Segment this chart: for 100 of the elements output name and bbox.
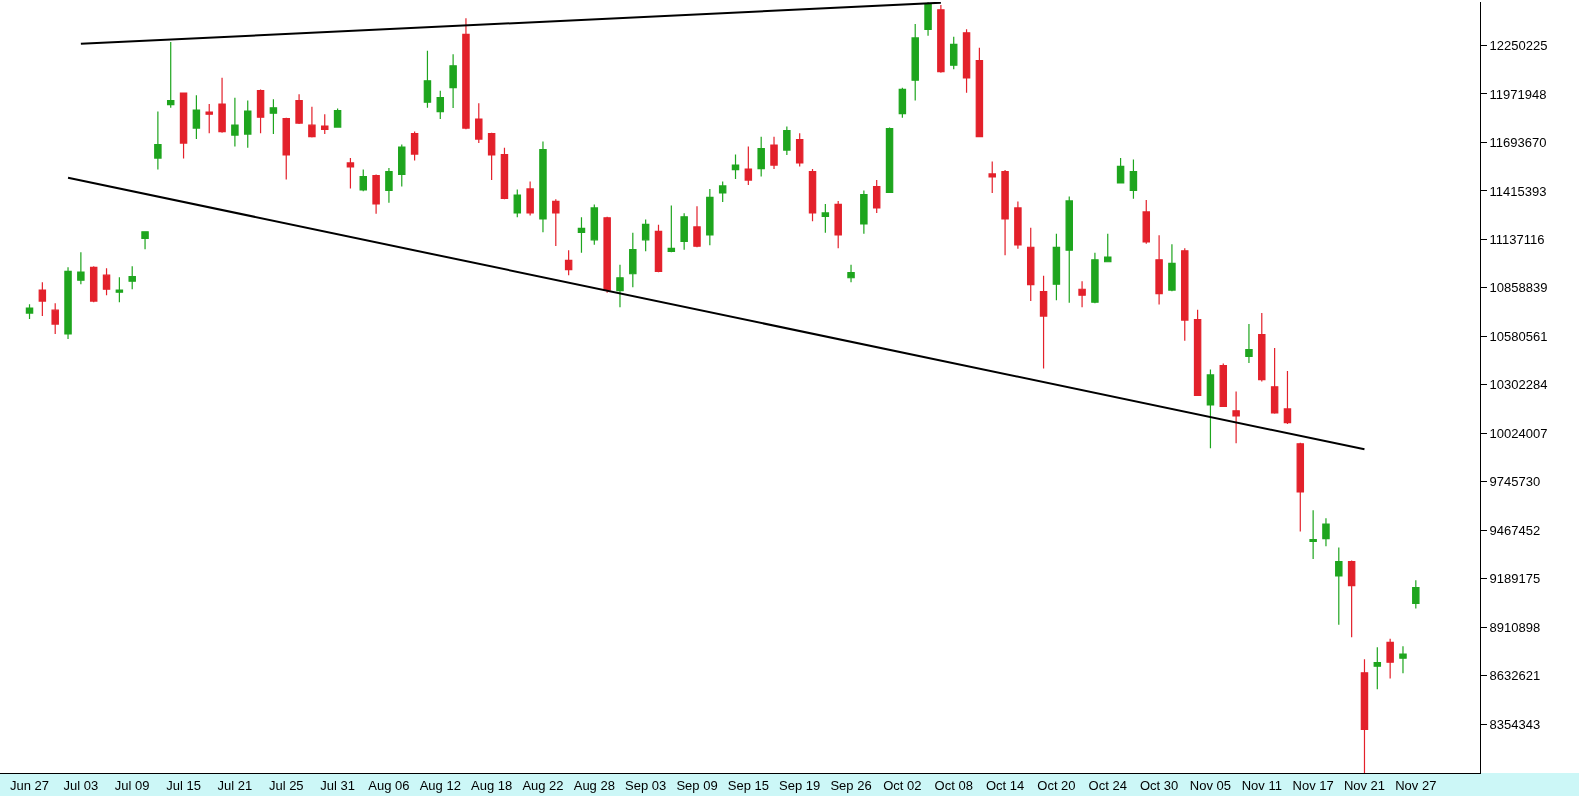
candlestick — [295, 93, 303, 125]
candlestick — [513, 188, 522, 218]
candlestick — [77, 251, 85, 285]
candlestick — [718, 180, 727, 203]
x-tick-label: Aug 22 — [522, 777, 564, 793]
x-tick-label: Nov 27 — [1395, 777, 1437, 793]
y-tick-label: 11415393 — [1489, 183, 1547, 199]
candlestick — [410, 131, 419, 162]
candlestick — [1360, 658, 1369, 773]
candlestick — [487, 132, 496, 181]
candlestick — [1283, 370, 1292, 425]
y-tick-label: 10580561 — [1489, 328, 1548, 344]
x-tick-label: Sep 03 — [625, 777, 667, 793]
candlestick — [1347, 559, 1356, 638]
x-tick-label: Jul 25 — [268, 777, 304, 793]
candlestick — [693, 205, 701, 248]
candlestick — [539, 140, 547, 233]
y-tick-label: 8354343 — [1489, 716, 1541, 732]
candlestick — [1412, 579, 1420, 609]
candlestick — [1052, 233, 1061, 301]
candlestick — [192, 94, 201, 140]
candlestick — [590, 203, 599, 246]
candlestick — [372, 173, 380, 215]
x-tick-label: Aug 18 — [471, 777, 513, 793]
x-tick-label: Nov 21 — [1343, 777, 1386, 793]
candlestick — [231, 97, 239, 148]
x-tick-label: Jul 21 — [217, 777, 253, 793]
candlestick — [449, 53, 457, 109]
candlestick — [706, 188, 714, 246]
candlestick — [937, 4, 945, 74]
x-tick-label: Sep 15 — [727, 777, 769, 793]
x-tick-label: Aug 06 — [368, 777, 410, 793]
candlestick — [641, 218, 650, 252]
candlestick — [51, 302, 59, 335]
candlestick — [102, 267, 111, 296]
candlestick — [1155, 234, 1163, 306]
candlestick — [795, 132, 804, 168]
x-tick-label: Nov 05 — [1189, 777, 1232, 793]
candlestick — [1206, 368, 1215, 449]
candlestick — [1322, 517, 1330, 547]
candlestick — [872, 179, 881, 214]
candlestick — [475, 102, 483, 144]
candlestick — [1026, 227, 1035, 302]
candlestick — [308, 106, 316, 139]
candlestick — [1335, 546, 1343, 626]
x-tick-label: Jun 27 — [10, 777, 50, 793]
x-tick-label: Jul 15 — [166, 777, 201, 793]
candlestick — [1104, 233, 1112, 263]
y-tick-label: 8632621 — [1489, 668, 1541, 684]
x-tick-label: Oct 24 — [1088, 777, 1127, 793]
candlestick — [1091, 252, 1099, 304]
candlestick — [860, 189, 868, 235]
candlestick — [526, 180, 534, 216]
candlestick — [962, 28, 971, 94]
candlestick — [975, 47, 984, 138]
candlestick — [667, 204, 676, 252]
candlestick — [783, 125, 791, 156]
candlestick — [1296, 442, 1305, 533]
y-tick-label: 10302284 — [1489, 377, 1548, 393]
candlestick — [552, 198, 560, 247]
y-tick-label: 10024007 — [1489, 425, 1548, 441]
candlestick — [911, 23, 919, 102]
candlestick — [179, 92, 188, 160]
candlestick — [436, 90, 445, 120]
candlestick — [115, 276, 124, 303]
candlestick — [1386, 638, 1394, 680]
x-tick-label: Oct 30 — [1139, 777, 1179, 793]
candlestick — [1129, 158, 1138, 200]
candlestick — [333, 108, 342, 129]
candlestick — [1116, 157, 1125, 185]
x-tick-label: Oct 08 — [934, 777, 973, 793]
y-tick-label: 11693670 — [1489, 135, 1547, 151]
candlestick — [1014, 200, 1022, 250]
candlestick — [603, 216, 611, 294]
candlestick — [577, 216, 586, 254]
y-tick-label: 10858839 — [1489, 280, 1548, 296]
candlestick — [731, 154, 740, 180]
candlestick — [385, 167, 393, 204]
x-tick-label: Aug 12 — [419, 777, 461, 793]
candlestick — [1193, 309, 1202, 397]
y-tick-label: 11971948 — [1489, 86, 1547, 102]
candlestick — [1001, 169, 1009, 256]
candlestick — [346, 157, 355, 189]
x-tick-label: Aug 28 — [573, 777, 615, 793]
candlestick — [564, 249, 573, 276]
candlestick — [847, 264, 855, 283]
candlestick — [821, 203, 830, 234]
candlestick — [629, 232, 637, 288]
candlestick — [282, 117, 290, 181]
candlestick — [654, 224, 663, 273]
y-tick-label: 8910898 — [1489, 619, 1541, 635]
candlestick — [1258, 312, 1266, 383]
candlestick — [1078, 280, 1086, 308]
x-tick-label: Nov 17 — [1292, 777, 1334, 793]
candlestick — [1309, 509, 1317, 560]
candlestick — [256, 89, 265, 134]
candlestick — [834, 200, 842, 249]
candlestick — [89, 265, 98, 303]
candlestick — [398, 143, 406, 188]
y-tick-label: 12250225 — [1489, 38, 1548, 54]
